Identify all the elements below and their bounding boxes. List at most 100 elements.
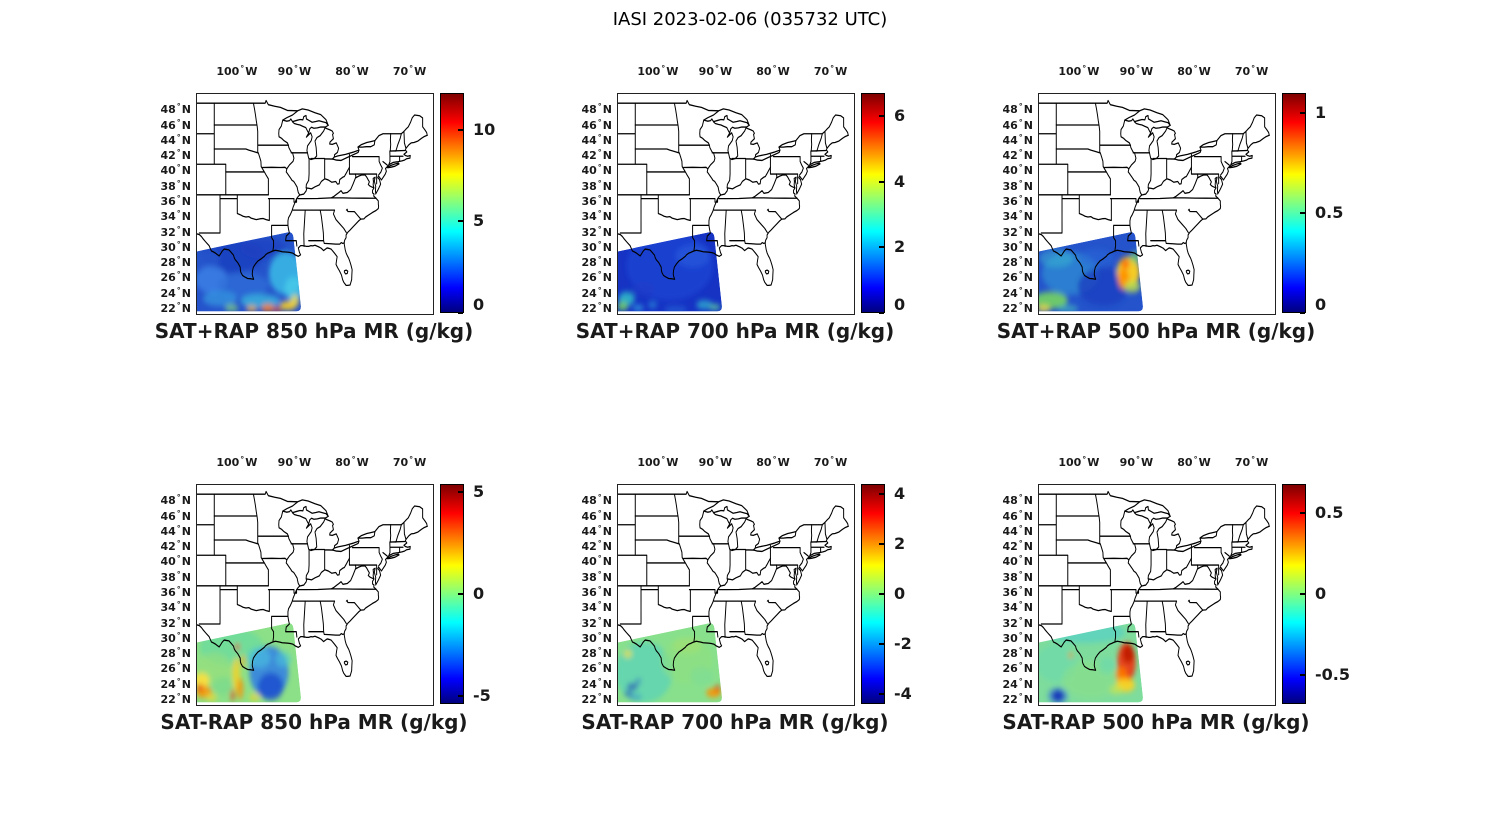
hemisphere-label: N — [602, 225, 612, 239]
lat-tick-label: 30°N — [1002, 631, 1033, 645]
lon-tick-label: 70°W — [1234, 455, 1268, 469]
colorbar-tick-label: 4 — [894, 171, 906, 191]
lat-tick-label: 32°N — [581, 224, 612, 239]
degree-symbol: ° — [176, 285, 181, 295]
lat-tick-label: 38°N — [581, 179, 612, 193]
us-states-map — [618, 99, 849, 312]
hemisphere-label: N — [1023, 195, 1033, 208]
latitude-axis: 48°N 46°N 44°N 42°N 40°N 38°N 36°N 34°N 32°N 30°N… — [134, 93, 191, 315]
lat-tick-label: 42°N — [160, 539, 191, 553]
degree-symbol: ° — [597, 554, 602, 564]
lon-tick-value: 70 — [1234, 456, 1251, 469]
hemisphere-label: N — [181, 271, 191, 285]
hemisphere-label: W — [245, 65, 258, 78]
lat-tick-value: 28 — [1002, 256, 1018, 270]
colorbar-tick-label: 6 — [894, 106, 906, 125]
latitude-axis: 48°N 46°N 44°N 42°N 40°N 38°N 36°N 34°N 32°N 30°N… — [555, 484, 612, 706]
degree-symbol: ° — [597, 569, 602, 579]
lat-tick-value: 48 — [160, 494, 176, 508]
degree-symbol: ° — [1018, 569, 1023, 579]
degree-symbol: ° — [1018, 646, 1023, 656]
lon-tick-label: 70°W — [814, 64, 847, 78]
lon-tick-value: 100 — [216, 456, 240, 469]
hemisphere-label: N — [1023, 256, 1033, 270]
lat-tick-value: 26 — [581, 662, 597, 676]
hemisphere-label: N — [1023, 286, 1033, 300]
lat-tick-label: 24°N — [1002, 677, 1033, 691]
lat-tick-label: 32°N — [160, 225, 191, 239]
degree-symbol: ° — [176, 646, 181, 656]
hemisphere-label: W — [666, 456, 679, 469]
lon-tick-value: 100 — [1058, 65, 1082, 78]
lat-tick-label: 40°N — [1002, 163, 1033, 177]
colorbar-tick-label: 2 — [894, 237, 906, 257]
degree-symbol: ° — [1018, 102, 1023, 112]
panel-sat-plus-rap-500: 100°W 90°W 80°W 70°W 48°N 46°N 44°N 42°N 40°N 38… — [976, 53, 1396, 355]
hemisphere-label: N — [181, 570, 191, 584]
latitude-axis: 48°N 46°N 44°N 42°N 40°N 38°N 36°N 34°N 32°N 30°N… — [976, 93, 1033, 315]
degree-symbol: ° — [830, 64, 835, 73]
lat-tick-value: 24 — [581, 286, 597, 300]
lat-tick-label: 32°N — [581, 616, 612, 630]
hemisphere-label: N — [1023, 509, 1033, 523]
lon-tick-value: 70 — [813, 456, 830, 469]
degree-symbol: ° — [714, 64, 719, 73]
lat-tick-value: 44 — [1002, 133, 1018, 147]
lat-tick-label: 36°N — [160, 585, 191, 599]
lat-tick-value: 48 — [581, 494, 597, 508]
colorbar-tick-label: 0.5 — [1315, 503, 1344, 523]
degree-symbol: ° — [176, 691, 181, 701]
latitude-axis: 48°N 46°N 44°N 42°N 40°N 38°N 36°N 34°N 32°N 30°N… — [555, 93, 612, 315]
lat-tick-value: 36 — [1002, 586, 1018, 599]
lat-tick-value: 30 — [1002, 240, 1018, 254]
lat-tick-label: 40°N — [160, 163, 191, 177]
degree-symbol: ° — [597, 209, 602, 219]
hemisphere-label: N — [602, 271, 612, 285]
hemisphere-label: N — [602, 616, 612, 630]
degree-symbol: ° — [176, 569, 181, 579]
colorbar-tick-label: 10 — [473, 119, 496, 139]
degree-symbol: ° — [1018, 148, 1023, 158]
hemisphere-label: N — [181, 179, 191, 193]
lat-tick-label: 34°N — [160, 600, 191, 614]
lat-tick-value: 28 — [160, 647, 176, 661]
hemisphere-label: N — [1023, 662, 1033, 676]
hemisphere-label: W — [835, 456, 848, 469]
lat-tick-label: 24°N — [581, 677, 612, 691]
degree-symbol: ° — [240, 455, 245, 464]
colorbar: 10 5 0 — [440, 93, 495, 314]
degree-symbol: ° — [597, 224, 602, 234]
colorbar-tick-label: 4 — [894, 484, 906, 503]
degree-symbol: ° — [597, 600, 602, 610]
hemisphere-label: N — [1023, 210, 1033, 224]
lat-tick-label: 44°N — [1002, 133, 1033, 147]
degree-symbol: ° — [597, 102, 602, 112]
hemisphere-label: W — [719, 65, 733, 78]
lat-tick-label: 26°N — [1002, 270, 1033, 284]
latitude-axis: 48°N 46°N 44°N 42°N 40°N 38°N 36°N 34°N 32°N 30°N… — [134, 484, 191, 706]
lat-tick-value: 38 — [160, 179, 176, 193]
hemisphere-label: N — [181, 647, 191, 661]
hemisphere-label: N — [602, 631, 612, 645]
us-states-map — [197, 99, 428, 312]
lat-tick-value: 48 — [1002, 494, 1018, 508]
map-axes — [617, 484, 855, 706]
lat-tick-label: 46°N — [581, 509, 612, 523]
hemisphere-label: N — [181, 555, 191, 569]
hemisphere-label: N — [602, 570, 612, 584]
degree-symbol: ° — [597, 585, 602, 594]
panel-sat-minus-rap-500: 100°W 90°W 80°W 70°W 48°N 46°N 44°N 42°N 40°N 38… — [976, 444, 1396, 746]
lat-tick-value: 32 — [160, 225, 176, 239]
hemisphere-label: N — [181, 103, 191, 117]
hemisphere-label: N — [602, 286, 612, 300]
map-axes — [196, 93, 434, 315]
lat-tick-label: 24°N — [160, 285, 191, 300]
hemisphere-label: N — [602, 301, 612, 315]
lon-tick-value: 80 — [756, 456, 772, 469]
lon-tick-label: 100°W — [1058, 64, 1099, 78]
hemisphere-label: N — [1023, 616, 1033, 630]
lon-tick-label: 100°W — [216, 455, 257, 469]
figure-title: IASI 2023-02-06 (035732 UTC) — [612, 9, 888, 30]
hemisphere-label: N — [602, 118, 612, 132]
map-axes — [617, 93, 855, 315]
